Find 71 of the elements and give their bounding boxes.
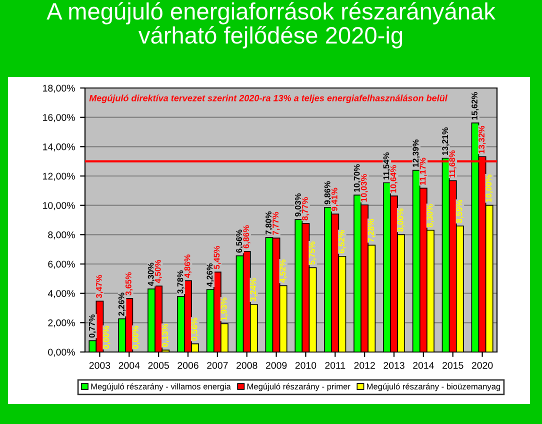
data-label: 8,30% [426, 204, 434, 228]
y-tick-label: 4,00% [48, 290, 75, 298]
data-label: 0,00% [132, 326, 140, 349]
x-tick-label: 2006 [178, 362, 198, 369]
y-tick-label: 10,00% [43, 202, 75, 210]
x-tick-label: 2012 [354, 362, 375, 369]
x-tick-label: 2020 [472, 362, 493, 369]
data-label: 4,50% [154, 260, 162, 284]
data-label: 10,03% [360, 174, 368, 202]
data-label: 7,77% [272, 212, 280, 235]
data-label: 10,64% [390, 165, 398, 193]
y-tick-label: 2,00% [48, 319, 75, 328]
data-label: 3,47% [96, 274, 104, 298]
data-label: 3,65% [125, 272, 133, 296]
data-label: 8,77% [302, 197, 310, 220]
data-label: 4,52% [280, 260, 287, 283]
data-label: 0,56% [191, 318, 199, 341]
y-tick-label: 6,00% [48, 260, 75, 269]
legend-label: Megújuló részarány - bioüzemanyag [366, 383, 500, 392]
x-tick-label: 2015 [442, 362, 464, 369]
x-tick-label: 2011 [325, 362, 346, 369]
data-label: 8,59% [456, 200, 464, 223]
x-tick-label: 2003 [89, 362, 110, 369]
x-tick-label: 2014 [413, 362, 434, 369]
y-tick-label: 0,00% [48, 348, 75, 357]
data-label: 1,93% [220, 298, 228, 320]
data-label: 4,30% [148, 262, 155, 286]
data-label: 7,28% [368, 219, 376, 242]
data-label: 13,21% [442, 127, 450, 155]
data-label: 11,68% [449, 150, 456, 178]
data-label: 6,86% [243, 225, 250, 248]
data-label: 4,26% [206, 263, 214, 287]
data-label: 2,26% [118, 292, 126, 316]
x-tick-label: 2007 [207, 362, 228, 369]
data-label: 6,52% [338, 230, 346, 254]
data-label: 4,86% [184, 254, 192, 278]
x-tick-label: 2008 [236, 362, 258, 369]
x-tick-label: 2009 [266, 362, 287, 369]
legend-label: Megújuló részarány - primer [247, 383, 350, 392]
x-tick-label: 2010 [295, 362, 316, 369]
data-label: 6,56% [236, 230, 244, 253]
y-tick-label: 8,00% [48, 231, 75, 240]
x-tick-label: 2013 [384, 362, 404, 369]
data-label: 8,00% [397, 208, 405, 232]
data-label: 10,70% [354, 164, 361, 192]
ref-line-label: Megújuló direktíva tervezet szerint 2020-ra 13% a teljes energiafelhasználáson belül [89, 94, 448, 104]
data-label: 10,00% [486, 174, 493, 202]
data-label: 15,62% [472, 92, 479, 120]
y-tick-label: 14,00% [43, 143, 75, 152]
x-tick-label: 2005 [148, 362, 169, 369]
data-label: 13,32% [478, 126, 486, 154]
data-label: 9,41% [331, 188, 339, 211]
x-tick-label: 2004 [118, 362, 140, 369]
data-label: 0,13% [162, 324, 170, 347]
data-label: 0,77% [88, 314, 96, 338]
data-label: 9,03% [294, 193, 302, 216]
data-label: 3,24% [250, 278, 258, 302]
y-tick-label: 16,00% [43, 114, 75, 122]
y-tick-label: 18,00% [43, 84, 75, 93]
data-label: 11,17% [420, 158, 427, 185]
data-label: 3,78% [177, 270, 184, 294]
data-label: 0,00% [103, 326, 110, 349]
data-label: 11,54% [383, 152, 390, 180]
legend-label: Megújuló részarány - villamos energia [91, 383, 231, 392]
data-label: 9,86% [324, 181, 332, 204]
data-label: 7,80% [266, 211, 273, 234]
chart-title: A megújuló energiaforrások részarányának várható fejlődése 2020-ig [46, 2, 496, 48]
data-label: 5,75% [309, 241, 316, 265]
data-label: 12,39% [412, 139, 420, 167]
data-label: 5,45% [214, 246, 221, 270]
y-tick-label: 12,00% [43, 172, 75, 181]
